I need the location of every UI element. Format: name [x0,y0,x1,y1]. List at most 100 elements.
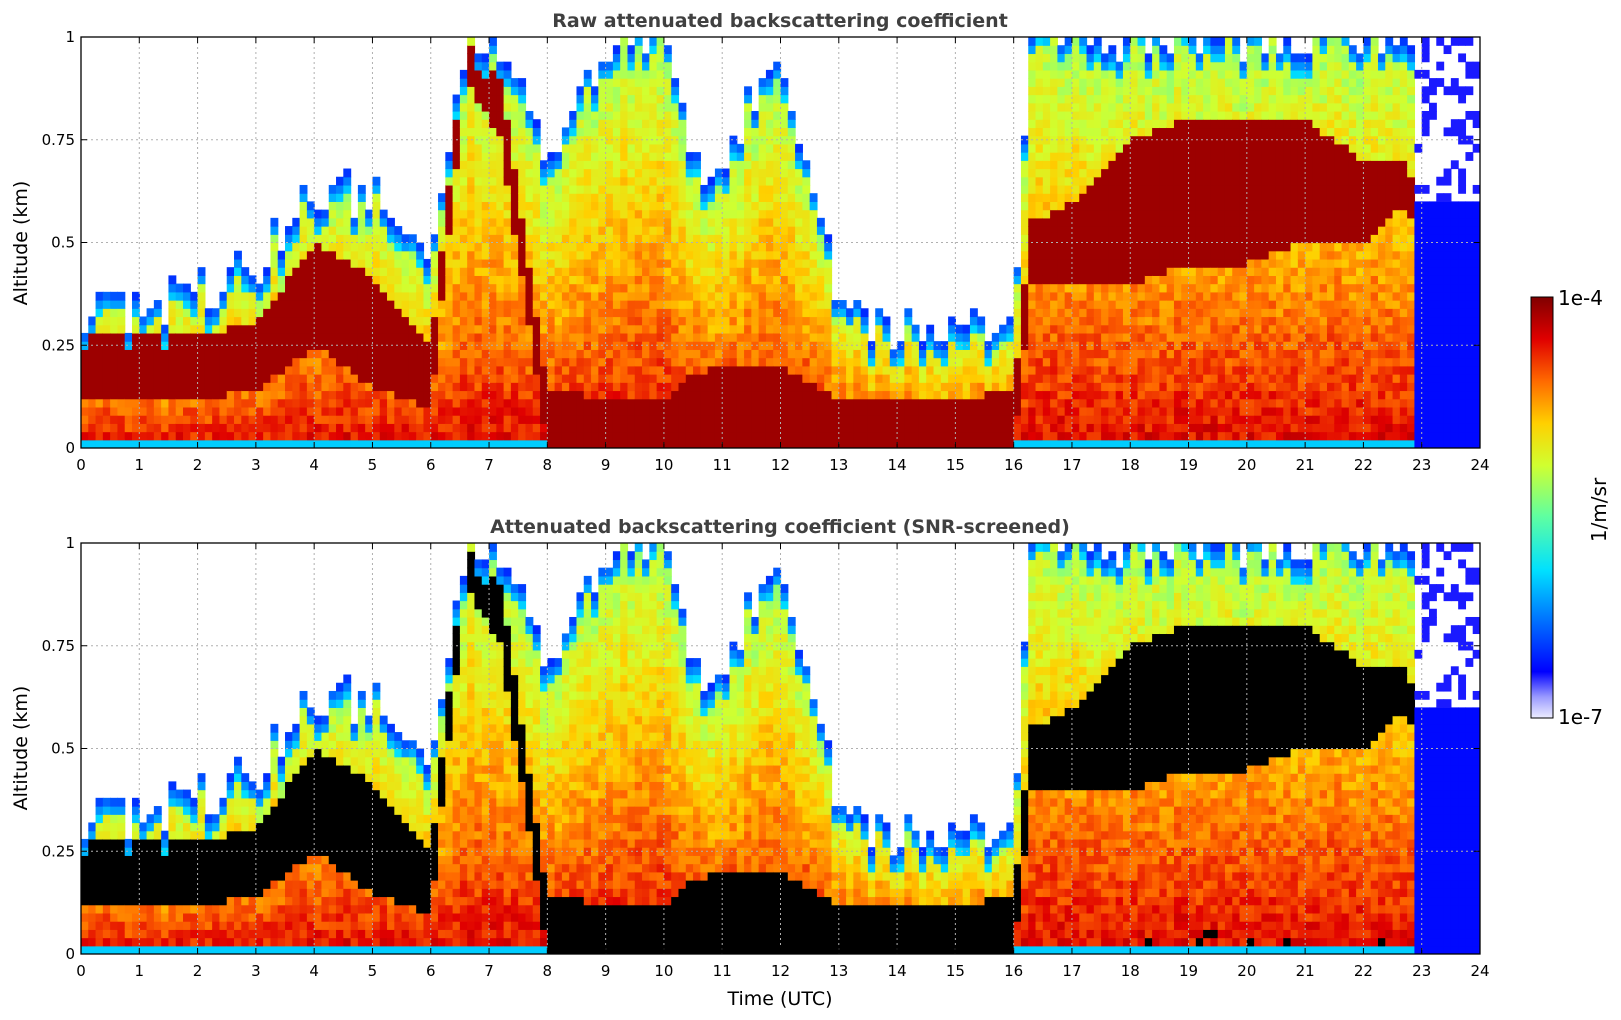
heatmap-cell [853,415,862,424]
heatmap-cell [598,398,607,408]
heatmap-cell [547,308,556,318]
heatmap-cell [1101,135,1109,145]
heatmap-cell [758,357,767,367]
heatmap-cell [430,374,439,383]
heatmap-cell [1064,332,1073,342]
heatmap-cell [1108,69,1117,79]
heatmap-cell [1079,201,1088,211]
heatmap-cell [612,201,621,211]
heatmap-cell [729,291,738,301]
heatmap-cell [1144,78,1153,87]
heatmap-cell [270,374,279,383]
heatmap-cell [1137,349,1146,359]
heatmap-cell [481,110,490,120]
heatmap-cell [1130,357,1139,367]
heatmap-cell [707,242,716,252]
heatmap-cell [583,267,592,276]
heatmap-cell [328,431,337,441]
heatmap-cell [773,193,782,202]
heatmap-cell [292,349,301,359]
heatmap-cell [656,152,665,161]
heatmap-cell [408,291,417,301]
heatmap-cell [336,415,344,424]
heatmap-cell [1101,61,1109,71]
heatmap-cell [1152,102,1160,112]
heatmap-cell [948,423,956,433]
heatmap-cell [204,390,213,400]
heatmap-cell [583,357,592,367]
heatmap-cell [547,349,556,359]
heatmap-cell [1028,110,1037,120]
heatmap-cell [787,152,796,161]
heatmap-cell [1122,119,1131,129]
heatmap-cell [110,406,119,416]
heatmap-cell [518,86,527,96]
heatmap-cell [314,406,323,416]
heatmap-cell [773,374,782,383]
heatmap-cell [831,300,840,309]
heatmap-cell [663,275,672,285]
heatmap-cell [1173,160,1182,170]
heatmap-cell [314,267,323,276]
heatmap-cell [328,275,337,285]
heatmap-cell [736,365,745,375]
heatmap-cell [1093,349,1102,359]
heatmap-cell [663,349,672,359]
heatmap-cell [765,86,774,96]
heatmap-cell [809,283,818,293]
heatmap-cell [1181,283,1190,293]
heatmap-cell [1006,431,1015,441]
heatmap-cell [1108,209,1117,219]
heatmap-cell [190,423,199,433]
heatmap-cell [649,86,658,96]
heatmap-cell [824,283,833,293]
heatmap-cell [489,324,497,334]
heatmap-cell [1028,193,1037,202]
heatmap-cell [438,390,446,400]
heatmap-cell [685,300,694,309]
heatmap-cell [787,415,796,424]
heatmap-cell [671,300,680,309]
heatmap-cell [357,193,366,202]
heatmap-cell [649,37,658,46]
heatmap-cell [1130,300,1139,309]
heatmap-cell [744,324,752,334]
heatmap-cell [598,234,607,244]
heatmap-cell [765,78,774,87]
heatmap-cell [540,234,548,244]
heatmap-cell [416,283,425,293]
heatmap-cell [532,415,541,424]
heatmap-cell [1028,226,1037,235]
heatmap-cell [875,423,884,433]
heatmap-cell [510,234,519,244]
heatmap-cell [744,406,752,416]
heatmap-cell [336,365,344,375]
heatmap-cell [933,390,942,400]
heatmap-cell [255,365,264,375]
heatmap-cell [787,390,796,400]
heatmap-cell [1064,275,1073,285]
heatmap-cell [234,250,242,260]
heatmap-cell [438,324,446,334]
heatmap-cell [700,283,709,293]
heatmap-cell [765,291,774,301]
heatmap-cell [525,291,534,301]
heatmap-cell [583,283,592,293]
heatmap-cell [1144,357,1153,367]
heatmap-cell [518,357,527,367]
heatmap-cell [765,160,774,170]
heatmap-cell [1159,184,1168,194]
heatmap-cell [110,332,119,342]
heatmap-cell [926,398,935,408]
heatmap-cell [816,324,825,334]
heatmap-cell [314,291,323,301]
heatmap-cell [700,258,709,268]
heatmap-cell [1130,365,1139,375]
heatmap-cell [503,300,512,309]
heatmap-cell [722,406,731,416]
heatmap-cell [1093,168,1102,178]
heatmap-cell [591,406,599,416]
heatmap-cell [1159,349,1168,359]
heatmap-cell [1188,234,1197,244]
heatmap-cell [933,357,942,367]
